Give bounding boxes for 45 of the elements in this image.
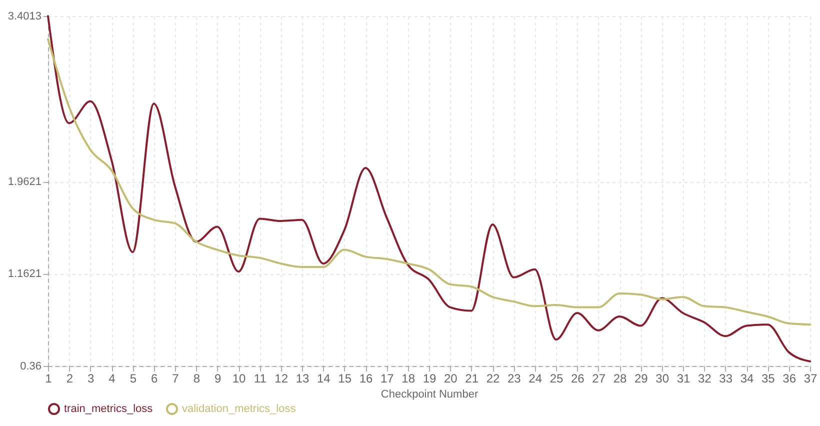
x-tick-label: 21 xyxy=(465,372,479,386)
x-tick-label: 3 xyxy=(87,372,94,386)
x-tick-label: 9 xyxy=(214,372,222,386)
x-tick-label: 18 xyxy=(402,372,416,386)
x-tick-label: 31 xyxy=(676,372,690,386)
y-tick-label: 1.9621 xyxy=(8,176,42,188)
x-tick-label: 11 xyxy=(254,372,267,386)
x-tick-label: 29 xyxy=(634,372,648,386)
x-tick-label: 4 xyxy=(108,372,116,386)
x-tick-label: 28 xyxy=(613,372,627,386)
x-tick-label: 24 xyxy=(528,372,542,386)
x-tick-label: 8 xyxy=(193,372,200,386)
x-tick-label: 15 xyxy=(338,372,352,386)
x-tick-label: 22 xyxy=(486,372,500,386)
x-tick-label: 6 xyxy=(150,372,158,386)
x-tick-label: 16 xyxy=(359,372,373,386)
x-tick-label: 25 xyxy=(550,372,564,386)
x-tick-label: 1 xyxy=(45,372,52,386)
legend-label: validation_metrics_loss xyxy=(182,403,296,415)
line-series xyxy=(47,38,811,326)
x-tick-label: 7 xyxy=(172,372,180,386)
x-tick-label: 17 xyxy=(380,372,394,386)
x-tick-label: 26 xyxy=(570,372,585,386)
x-tick-label: 20 xyxy=(444,372,458,386)
x-tick-label: 34 xyxy=(740,372,754,386)
y-tick-label: 3.4013 xyxy=(8,10,42,22)
x-tick-label: 37 xyxy=(804,372,818,386)
x-tick-label: 13 xyxy=(296,372,310,386)
x-tick-label: 5 xyxy=(130,372,137,386)
x-tick-label: 33 xyxy=(719,372,733,386)
y-tick-label: 0.36 xyxy=(20,360,42,372)
x-tick-label: 2 xyxy=(66,372,74,386)
x-tick-label: 14 xyxy=(316,372,331,386)
legend-label: train_metrics_loss xyxy=(64,403,154,415)
y-tick-label: 1.1621 xyxy=(8,268,42,280)
x-tick-label: 32 xyxy=(698,372,712,386)
x-axis-title: Checkpoint Number xyxy=(380,388,478,400)
x-tick-label: 27 xyxy=(592,372,606,386)
x-tick-label: 30 xyxy=(656,372,670,386)
x-tick-label: 35 xyxy=(761,372,776,386)
x-tick-label: 12 xyxy=(274,372,288,386)
x-tick-label: 10 xyxy=(232,372,246,386)
x-tick-label: 23 xyxy=(507,372,522,386)
x-tick-label: 19 xyxy=(422,372,436,386)
x-tick-label: 36 xyxy=(782,372,796,386)
